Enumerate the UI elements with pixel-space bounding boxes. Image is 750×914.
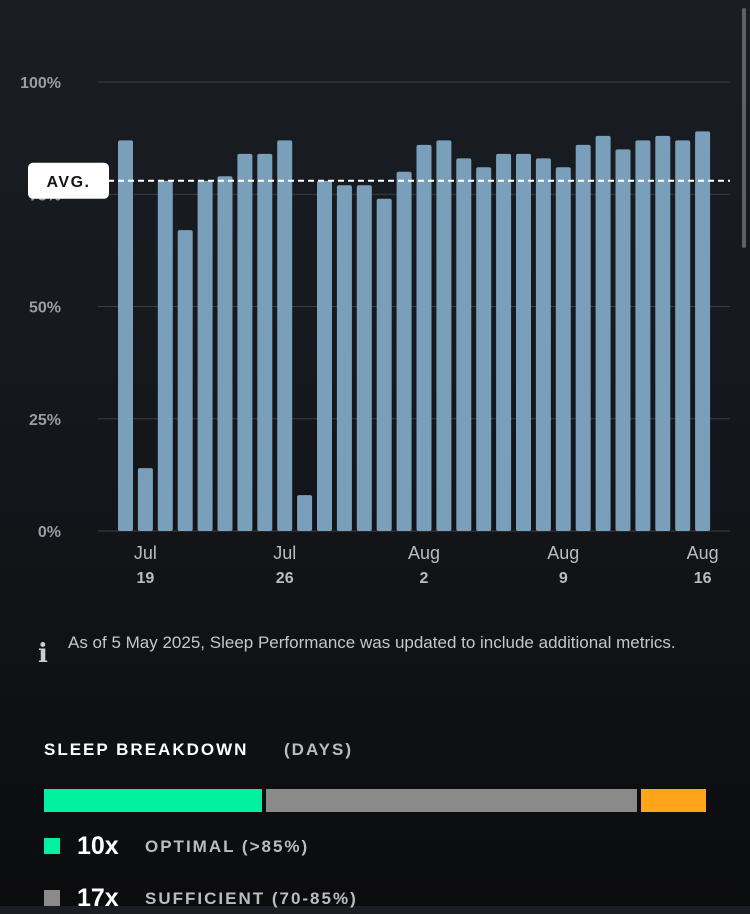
x-tick-day: 19 — [137, 570, 155, 587]
x-tick-month: Jul — [134, 543, 157, 563]
optimal-label: OPTIMAL (>85%) — [145, 837, 310, 856]
optimal-count: 10x — [77, 832, 119, 860]
average-label: AVG. — [47, 174, 91, 191]
bar — [516, 153, 531, 531]
bar — [257, 153, 273, 531]
info-icon: i — [38, 639, 48, 669]
bar — [655, 135, 671, 531]
sleep-performance-chart: 0%25%50%75%100%AVG.Jul19Jul26Aug2Aug9Aug… — [20, 75, 730, 587]
y-tick-label: 100% — [20, 75, 61, 92]
bar — [535, 158, 551, 531]
bar — [575, 144, 591, 532]
y-tick-label: 0% — [38, 524, 61, 541]
x-tick-month: Aug — [687, 543, 719, 563]
bar — [137, 468, 153, 531]
sleep-breakdown-title: SLEEP BREAKDOWN — [44, 740, 249, 759]
bar — [436, 140, 452, 531]
bar — [197, 180, 213, 531]
bar — [396, 171, 412, 532]
sufficient-label: SUFFICIENT (70-85%) — [145, 889, 358, 908]
bar — [476, 167, 492, 531]
bar — [496, 153, 512, 531]
sufficient-count: 17x — [77, 884, 119, 912]
x-tick-day: 16 — [694, 570, 712, 587]
bar — [615, 149, 631, 531]
x-tick-day: 2 — [420, 570, 429, 587]
average-badge — [28, 162, 109, 199]
sufficient-swatch — [44, 890, 60, 906]
bar — [237, 153, 253, 531]
optimal-swatch — [44, 838, 60, 854]
bar — [416, 144, 432, 532]
bar — [177, 230, 193, 532]
poor-segment — [640, 789, 706, 812]
scrollbar[interactable] — [742, 8, 746, 248]
x-tick-day: 9 — [559, 570, 568, 587]
sleep-breakdown-unit: (DAYS) — [284, 740, 353, 759]
x-tick-month: Aug — [547, 543, 579, 563]
bar — [356, 185, 372, 531]
sufficient-segment — [266, 789, 637, 812]
bar — [297, 495, 313, 531]
bar — [595, 135, 611, 531]
info-text: As of 5 May 2025, Sleep Performance was … — [68, 633, 676, 652]
bar — [317, 180, 332, 531]
sleep-breakdown-bar — [44, 789, 706, 812]
x-tick-day: 26 — [276, 570, 294, 587]
bar — [336, 185, 352, 531]
x-tick-month: Jul — [273, 543, 296, 563]
bar — [118, 140, 133, 531]
bar — [157, 180, 173, 531]
bar — [456, 158, 472, 531]
bar — [555, 167, 571, 531]
bar — [695, 131, 711, 531]
bar — [277, 140, 293, 531]
bar — [675, 140, 691, 531]
x-tick-month: Aug — [408, 543, 440, 563]
bar — [217, 176, 233, 532]
y-tick-label: 50% — [29, 300, 61, 317]
bar — [635, 140, 651, 531]
bar — [376, 198, 392, 532]
optimal-segment — [44, 789, 262, 812]
y-tick-label: 25% — [29, 412, 61, 429]
